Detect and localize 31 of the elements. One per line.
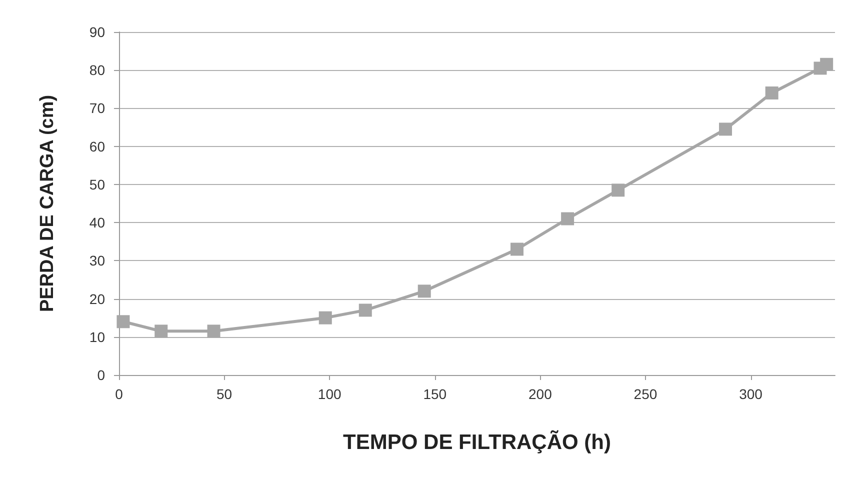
y-axis-title: PERDA DE CARGA (cm) <box>37 94 58 312</box>
x-tick-label: 100 <box>318 386 342 402</box>
x-tick-label: 50 <box>216 386 232 402</box>
point <box>418 284 431 298</box>
y-tick-label: 60 <box>89 138 106 154</box>
x-tick-label: 0 <box>115 386 124 402</box>
y-tick-label: 80 <box>89 62 106 78</box>
point <box>154 324 168 338</box>
x-tick-label: 300 <box>739 386 763 402</box>
y-tick-label: 70 <box>89 100 106 116</box>
point <box>510 242 524 256</box>
x-tick-label: 150 <box>423 386 447 402</box>
point <box>318 311 332 324</box>
y-tick-label: 30 <box>89 252 106 269</box>
point <box>765 86 778 100</box>
point <box>116 315 130 328</box>
point <box>358 304 372 317</box>
x-tick-label: 250 <box>634 386 658 402</box>
x-tick-label: 200 <box>528 386 552 402</box>
point <box>207 324 220 338</box>
y-tick-label: 10 <box>89 328 106 345</box>
y-tick-label: 0 <box>97 367 106 383</box>
y-tick-label: 40 <box>89 214 106 231</box>
y-tick-label: 50 <box>89 176 106 192</box>
y-tick-label: 90 <box>89 24 106 40</box>
y-tick-label: 20 <box>89 290 106 307</box>
x-axis-title: TEMPO DE FILTRAÇÃO (h) <box>343 430 611 454</box>
point <box>561 212 574 226</box>
point <box>718 122 732 136</box>
point <box>612 184 625 197</box>
point <box>820 58 834 71</box>
